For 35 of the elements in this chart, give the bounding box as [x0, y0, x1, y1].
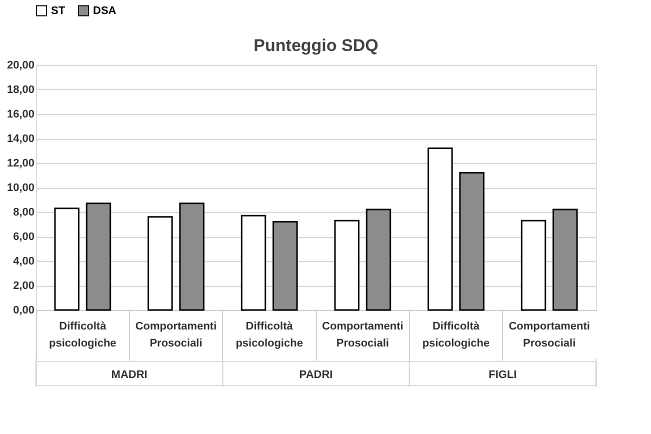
bar: [272, 221, 298, 311]
text: FIGLI: [488, 369, 517, 381]
text: PADRI: [299, 369, 333, 381]
bar: [459, 172, 484, 311]
y-tick-label: 16,00: [6, 108, 34, 120]
x-tick-label: Comportamenti Prosociali: [322, 320, 404, 350]
bar: [148, 216, 173, 311]
y-tick-label: 20,00: [6, 60, 34, 72]
legend-label: DSA: [93, 4, 116, 17]
y-tick-label: 18,00: [6, 84, 34, 96]
y-tick-label: 14,00: [6, 133, 34, 145]
x-tick-label: Difficoltà psicologiche: [422, 320, 490, 350]
y-tick-label: 4,00: [13, 256, 34, 268]
x-tick-label: Comportamenti Prosociali: [508, 320, 590, 350]
bar: [334, 220, 360, 311]
bar: [428, 148, 453, 311]
legend-label: ST: [51, 4, 66, 17]
text: MADRI: [111, 369, 148, 381]
y-tick-label: 8,00: [13, 206, 34, 218]
x-tick-label: Comportamenti Prosociali: [135, 320, 217, 350]
y-tick-label: 0,00: [13, 304, 34, 316]
y-tick-label: 6,00: [13, 231, 34, 243]
y-tick-label: 12,00: [6, 158, 34, 170]
bar: [54, 208, 80, 311]
bar: [552, 208, 578, 311]
y-tick-label: 2,00: [13, 280, 34, 292]
bar: [366, 208, 392, 311]
x-tick-label: Difficoltà psicologiche: [236, 320, 303, 350]
bar: [520, 220, 546, 311]
bar: [86, 202, 112, 311]
bar: [240, 214, 266, 311]
chart-title: Punteggio SDQ: [254, 36, 378, 55]
y-tick-label: 10,00: [6, 182, 34, 194]
bar: [179, 202, 204, 311]
x-tick-label: Difficoltà psicologiche: [49, 320, 116, 350]
